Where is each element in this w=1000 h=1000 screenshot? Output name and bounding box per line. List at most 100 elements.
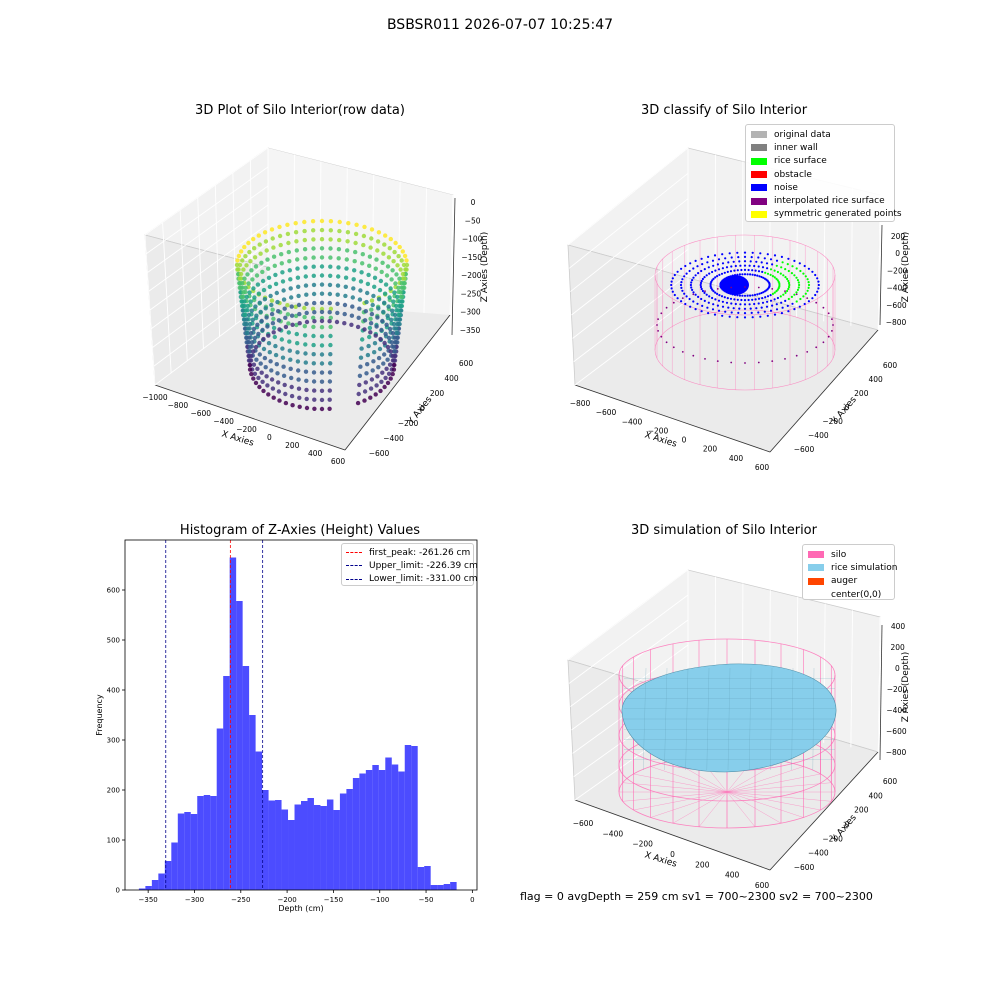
- raw-point: [265, 324, 270, 329]
- raw-point: [336, 247, 342, 252]
- raw-point: [370, 302, 375, 308]
- classify-point: [787, 287, 790, 291]
- raw-point: [382, 384, 387, 390]
- raw-z-tick-label: −200: [461, 271, 482, 280]
- classify-point: [798, 305, 801, 308]
- classify-point: [762, 276, 765, 279]
- classify-point: [716, 275, 719, 278]
- sim-legend-label: rice simulation: [831, 562, 898, 573]
- raw-y-tick-label: 400: [444, 374, 459, 383]
- raw-point: [369, 227, 375, 232]
- raw-point: [302, 314, 307, 320]
- raw-point: [335, 292, 340, 297]
- raw-point: [390, 371, 395, 377]
- raw-point: [244, 317, 249, 322]
- raw-point: [250, 317, 255, 322]
- raw-point: [243, 321, 248, 327]
- sim-legend-label: auger: [831, 576, 858, 587]
- classify-point: [714, 298, 717, 301]
- raw-point: [374, 257, 379, 262]
- raw-point: [360, 252, 365, 257]
- classify-point: [729, 270, 733, 273]
- raw-point: [243, 254, 248, 259]
- classify-point: [689, 262, 692, 265]
- raw-point: [248, 331, 254, 336]
- classify-point: [688, 297, 691, 301]
- classify-point: [711, 259, 715, 262]
- classify-point: [657, 318, 659, 320]
- classify-point: [680, 281, 683, 284]
- classify-point: [673, 273, 676, 277]
- classify-silo-wireframe: [654, 234, 836, 391]
- raw-point: [319, 291, 325, 296]
- classify-point: [779, 272, 782, 275]
- raw-point: [303, 360, 308, 365]
- raw-point: [358, 364, 363, 369]
- raw-point: [242, 312, 247, 318]
- classify-point: [704, 290, 706, 292]
- raw-point: [342, 321, 347, 326]
- classify-point: [703, 291, 706, 294]
- raw-point: [395, 263, 400, 268]
- raw-point: [344, 257, 349, 262]
- raw-point: [336, 274, 341, 279]
- classify-point: [832, 324, 834, 326]
- raw-point: [247, 358, 253, 363]
- classify-point: [692, 267, 695, 270]
- raw-point: [328, 264, 333, 269]
- raw-point: [328, 333, 333, 339]
- raw-point: [255, 322, 260, 327]
- classify-point: [738, 273, 742, 276]
- raw-point: [269, 298, 275, 303]
- sim-x-tick-label: 400: [725, 871, 740, 880]
- raw-point: [270, 307, 275, 312]
- classify-point: [773, 269, 776, 272]
- classify-point: [786, 263, 789, 266]
- raw-z-tick-label: −100: [462, 235, 483, 244]
- raw-point: [286, 249, 291, 255]
- raw-point: [357, 306, 362, 311]
- raw-point: [248, 259, 253, 264]
- raw-point: [280, 346, 285, 351]
- classify-point: [775, 264, 778, 267]
- raw-point: [259, 370, 264, 375]
- classify-point: [782, 293, 785, 296]
- sim-legend-swatch: [808, 591, 824, 599]
- raw-point: [254, 273, 260, 278]
- raw-point: [238, 285, 244, 290]
- raw-point: [335, 310, 340, 316]
- raw-point: [277, 327, 282, 332]
- classify-point: [706, 306, 709, 309]
- raw-point: [345, 248, 350, 253]
- classify-point: [762, 291, 765, 294]
- classify-point: [720, 272, 724, 275]
- raw-point: [281, 364, 286, 369]
- classify-point: [684, 264, 687, 268]
- classify-point: [700, 269, 703, 273]
- classify-point: [736, 251, 739, 254]
- classify-point: [775, 277, 778, 280]
- classify-point: [707, 312, 710, 315]
- raw-point: [249, 268, 254, 273]
- raw-point: [328, 273, 333, 278]
- classify-point: [692, 291, 695, 294]
- raw-point: [297, 395, 302, 400]
- raw-point: [263, 306, 268, 311]
- classify-point: [775, 303, 778, 306]
- raw-point: [254, 357, 259, 362]
- raw-point: [296, 368, 301, 373]
- raw-point: [372, 275, 378, 280]
- raw-point: [257, 384, 262, 390]
- raw-point: [392, 312, 398, 318]
- raw-point: [312, 310, 317, 315]
- raw-point: [361, 242, 366, 248]
- raw-point: [288, 277, 293, 282]
- raw-point: [327, 300, 332, 306]
- raw-point: [375, 315, 380, 320]
- raw-point: [396, 285, 401, 290]
- raw-point: [355, 324, 361, 330]
- classify-point: [716, 304, 720, 307]
- raw-point: [297, 321, 302, 326]
- classify-point: [768, 282, 771, 285]
- raw-point: [352, 268, 357, 273]
